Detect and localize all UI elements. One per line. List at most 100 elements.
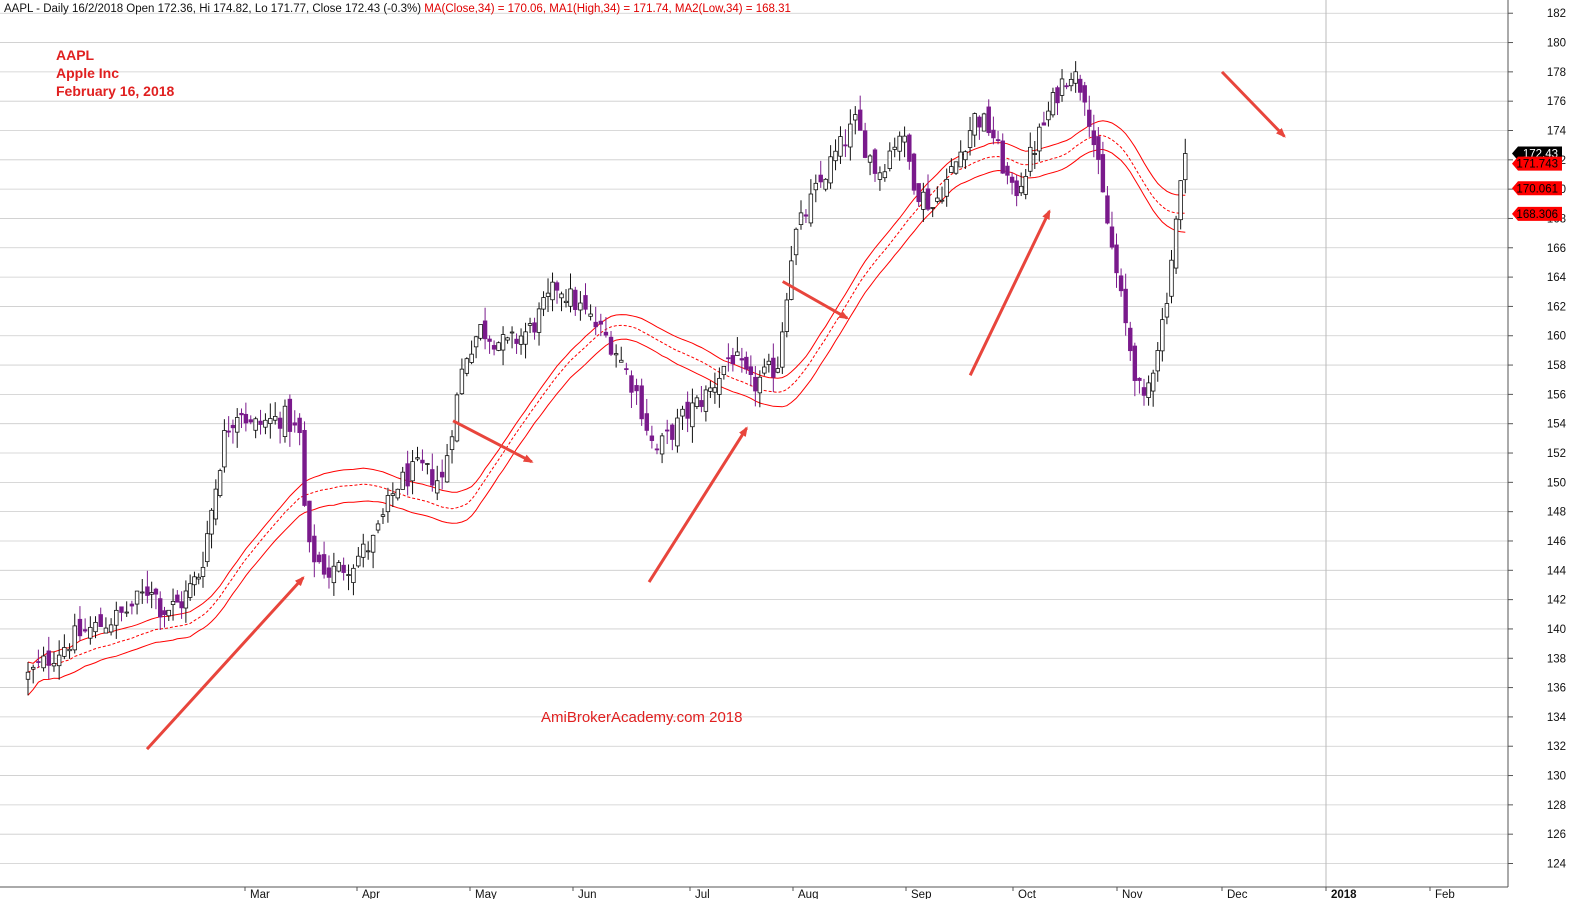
candle-body [972,113,977,136]
candle-body [1018,185,1024,194]
candle-body [365,550,371,553]
candle-body [1077,78,1083,93]
candle-body [356,555,361,567]
candle-body [703,389,709,412]
y-tick-label: 178 [1547,67,1566,79]
candle-body [771,357,776,378]
candle-body [158,598,163,618]
candle-body [559,293,564,299]
candle-body [1046,110,1051,121]
candle-body [170,600,176,605]
candle-body [273,416,278,421]
candle-body [62,647,67,657]
candle-body [336,562,341,572]
candle-body [1032,153,1038,155]
x-tick-label: Dec [1227,889,1248,899]
trend-arrow [145,576,305,751]
candle-body [82,629,88,632]
y-tick-label: 144 [1547,565,1567,577]
candle-body [730,355,736,365]
trend-arrow [968,209,1051,376]
candle-body [545,292,551,297]
candle-body [902,135,907,143]
candle-body [248,419,253,423]
candle-body [872,149,878,174]
candle-body [649,435,655,441]
candle-body [654,448,660,451]
ma-high-tag: 171.743 [1516,159,1558,171]
candle-body [939,199,945,202]
y-tick-label: 146 [1547,536,1566,548]
candle-body [277,417,283,429]
candle-body [478,324,483,339]
candle-body [907,134,912,162]
candle-body [882,171,888,179]
candle-body [624,368,629,371]
ma-high-tag-bg [1512,156,1562,171]
candle-body [98,614,103,627]
candle-body [541,297,546,310]
candle-body [629,375,634,393]
candle-body [780,331,785,368]
candle-body [321,554,327,575]
candle-body [134,590,140,605]
y-tick-label: 140 [1547,624,1566,636]
candle-body [205,533,210,563]
candle-body [230,424,236,429]
candle-body [925,188,931,210]
candle-body [717,377,722,395]
candle-body [514,338,519,344]
candle-body [153,588,159,595]
candle-body [454,394,460,442]
candle-body [103,627,109,634]
candle-body [762,366,767,374]
candle-body [307,500,312,543]
candle-body [51,662,57,667]
y-tick-label: 136 [1547,683,1566,695]
candle-body [331,565,337,584]
x-tick-label: Aug [798,889,818,899]
candle-body [1005,165,1010,176]
date-label: February 16, 2018 [56,83,175,99]
candle-body [744,356,749,370]
candle-body [911,153,917,191]
x-tick-label: Jun [578,889,597,899]
candle-body [753,376,758,392]
y-tick-label: 150 [1547,477,1566,489]
candle-body [659,435,665,455]
candle-body [949,166,954,173]
candle-body [995,139,1001,142]
candle-body [608,336,614,355]
candle-body [46,650,51,666]
candle-body [88,626,93,639]
candle-body [253,418,258,431]
y-tick-label: 182 [1547,8,1566,20]
ma-high-line [27,120,1186,664]
candle-body [798,212,804,225]
candle-body [1173,218,1179,269]
candle-body [217,470,223,497]
candle-body [808,193,814,224]
trend-arrow [781,280,849,320]
y-tick-label: 174 [1547,126,1567,138]
candle-body [862,130,868,158]
candle-body [578,302,583,311]
candle-body [93,621,98,633]
candle-body [935,197,940,202]
ma-close-tag-bg [1512,181,1562,196]
candle-body [302,429,307,506]
candle-body [766,360,772,365]
candle-body [196,576,201,580]
candle-body [757,376,763,394]
y-tick-label: 180 [1547,38,1566,50]
candle-body [613,353,619,356]
candle-body [563,300,569,304]
candle-body [1132,345,1138,381]
candle-body [532,322,537,333]
candle-body [897,135,902,152]
candle-body [712,387,718,393]
candle-body [518,335,524,345]
candle-body [977,116,982,128]
candle-body [877,172,883,180]
